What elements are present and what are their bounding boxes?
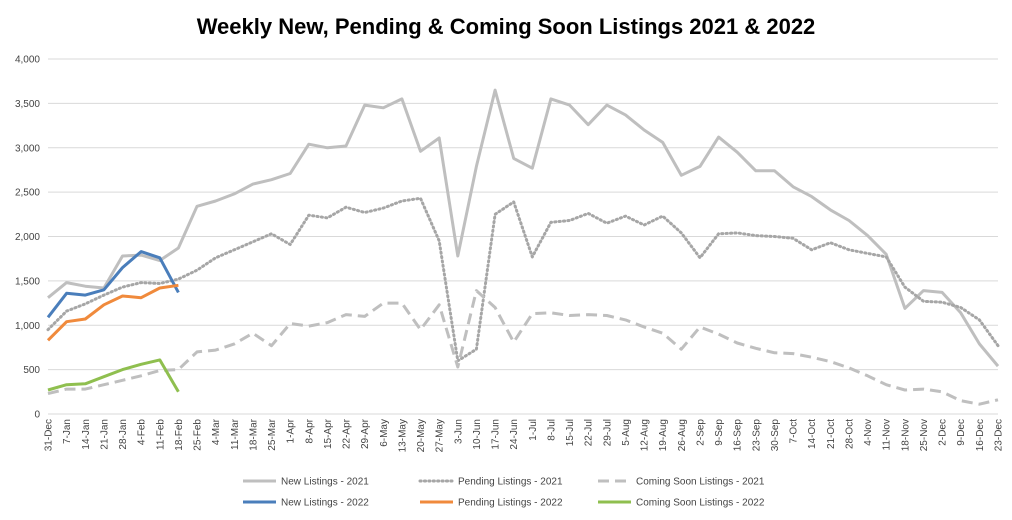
x-tick-label: 2-Dec	[938, 419, 949, 446]
y-tick-label: 0	[34, 410, 40, 421]
y-tick-label: 1,000	[15, 321, 40, 332]
x-tick-label: 17-Jun	[491, 419, 502, 450]
legend-item: Coming Soon Listings - 2022	[598, 498, 765, 509]
legend-item: Pending Listings - 2022	[420, 498, 563, 509]
y-tick-label: 2,500	[15, 188, 40, 199]
x-tick-label: 13-May	[397, 419, 408, 452]
x-tick-label: 20-May	[416, 419, 427, 452]
y-tick-label: 2,000	[15, 232, 40, 243]
x-tick-label: 14-Jan	[81, 419, 92, 450]
x-tick-label: 4-Nov	[863, 419, 874, 446]
x-tick-label: 22-Jul	[584, 419, 595, 446]
x-tick-label: 6-May	[379, 419, 390, 447]
x-tick-label: 7-Oct	[789, 419, 800, 444]
x-tick-label: 8-Apr	[304, 418, 315, 443]
x-tick-label: 11-Mar	[230, 418, 241, 450]
x-tick-label: 15-Jul	[565, 419, 576, 446]
series-line-pending-listings-2021	[46, 196, 1000, 363]
x-tick-label: 23-Sep	[751, 419, 762, 452]
x-tick-label: 29-Jul	[602, 419, 613, 446]
x-tick-label: 18-Mar	[248, 418, 259, 450]
legend-label: Coming Soon Listings - 2021	[636, 477, 765, 488]
y-tick-label: 3,500	[15, 99, 40, 110]
legend-item: New Listings - 2021	[243, 477, 369, 488]
x-tick-label: 27-May	[435, 419, 446, 452]
x-tick-label: 3-Jun	[453, 419, 464, 444]
series-line-new-listings-2021	[47, 88, 1000, 368]
y-tick-label: 1,500	[15, 276, 40, 287]
x-tick-label: 1-Jul	[528, 419, 539, 441]
legend-label: Coming Soon Listings - 2022	[636, 498, 765, 509]
x-tick-label: 10-Jun	[472, 419, 483, 450]
y-axis-tick-labels: 0 500 1,000 1,500 2,000 2,500 3,000 3,500 4,000	[15, 55, 40, 421]
series-line-pending-listings-2022	[46, 283, 179, 342]
x-tick-label: 11-Feb	[155, 419, 166, 450]
y-tick-label: 3,000	[15, 143, 40, 154]
x-tick-label: 21-Jan	[99, 419, 110, 450]
x-tick-label: 8-Jul	[546, 419, 557, 441]
x-tick-label: 5-Aug	[621, 419, 632, 446]
series-lines	[46, 88, 1000, 406]
x-tick-label: 23-Dec	[994, 419, 1005, 451]
x-tick-label: 18-Feb	[174, 419, 185, 451]
x-tick-label: 25-Mar	[267, 418, 278, 450]
legend-label: New Listings - 2021	[281, 477, 369, 488]
chart-title: Weekly New, Pending & Coming Soon Listin…	[197, 14, 816, 39]
x-tick-label: 28-Jan	[118, 419, 129, 450]
x-tick-label: 19-Aug	[658, 419, 669, 451]
x-tick-label: 4-Feb	[137, 419, 148, 446]
x-tick-label: 2-Sep	[695, 419, 706, 446]
x-tick-label: 16-Dec	[975, 419, 986, 451]
x-axis-tick-labels: 31-Dec 7-Jan 14-Jan 21-Jan 28-Jan 4-Feb 11-Feb…	[44, 418, 1005, 452]
x-tick-label: 31-Dec	[44, 419, 55, 451]
legend: New Listings - 2021 Pending Listings - 20…	[243, 477, 765, 509]
legend-label: Pending Listings - 2022	[458, 498, 563, 509]
x-tick-label: 28-Oct	[844, 419, 855, 449]
x-tick-label: 15-Apr	[323, 418, 334, 449]
y-tick-label: 4,000	[15, 55, 40, 66]
series-line-coming-soon-listings-2021	[47, 289, 999, 406]
gridlines	[48, 58, 998, 371]
x-tick-label: 16-Sep	[733, 419, 744, 452]
x-tick-label: 21-Oct	[826, 419, 837, 449]
legend-label: Pending Listings - 2021	[458, 477, 563, 488]
legend-item: New Listings - 2022	[243, 498, 369, 509]
x-tick-label: 25-Nov	[919, 419, 930, 451]
legend-label: New Listings - 2022	[281, 498, 369, 509]
legend-item: Pending Listings - 2021	[418, 477, 563, 488]
x-tick-label: 1-Apr	[286, 418, 297, 443]
x-tick-label: 11-Nov	[882, 419, 893, 451]
x-tick-label: 12-Aug	[640, 419, 651, 451]
series-line-coming-soon-listings-2022	[47, 358, 180, 393]
x-tick-label: 22-Apr	[342, 418, 353, 449]
x-tick-label: 9-Dec	[956, 419, 967, 446]
series-line-new-listings-2022	[46, 250, 180, 319]
x-tick-label: 30-Sep	[770, 419, 781, 452]
y-tick-label: 500	[23, 365, 40, 376]
x-tick-label: 24-Jun	[509, 419, 520, 450]
x-tick-label: 4-Mar	[211, 418, 222, 445]
legend-item: Coming Soon Listings - 2021	[598, 477, 765, 488]
x-tick-label: 29-Apr	[360, 418, 371, 449]
x-tick-label: 18-Nov	[900, 419, 911, 451]
x-tick-label: 14-Oct	[807, 419, 818, 449]
x-tick-label: 9-Sep	[714, 419, 725, 446]
x-tick-label: 26-Aug	[677, 419, 688, 451]
x-tick-label: 7-Jan	[62, 419, 73, 444]
x-tick-label: 25-Feb	[193, 419, 204, 451]
